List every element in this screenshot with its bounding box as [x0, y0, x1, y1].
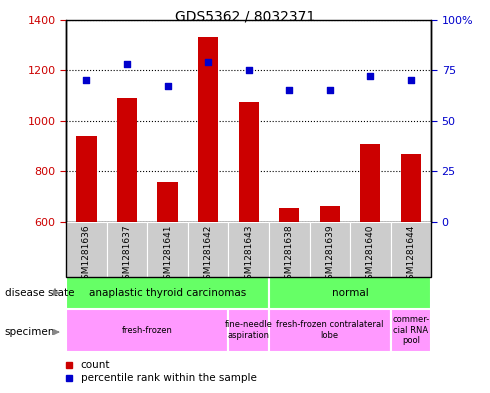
Text: fresh-frozen contralateral
lobe: fresh-frozen contralateral lobe [276, 320, 384, 340]
Text: normal: normal [332, 288, 368, 298]
Bar [269, 222, 310, 277]
Bar [66, 222, 107, 277]
Bar [188, 222, 228, 277]
Bar [107, 222, 147, 277]
Bar [360, 143, 381, 222]
Point [164, 83, 171, 90]
Bar [391, 309, 431, 352]
Bar [269, 309, 391, 352]
Text: specimen: specimen [5, 327, 55, 337]
Bar [76, 136, 97, 222]
Bar [319, 206, 340, 222]
Point [204, 59, 212, 65]
Bar [66, 277, 269, 309]
Text: GSM1281642: GSM1281642 [204, 225, 213, 285]
Text: GSM1281639: GSM1281639 [325, 225, 334, 285]
Text: percentile rank within the sample: percentile rank within the sample [81, 373, 257, 383]
Bar [279, 208, 299, 222]
Bar [117, 98, 137, 222]
Bar [239, 102, 259, 222]
Point [123, 61, 131, 67]
Bar [157, 182, 178, 222]
Text: fresh-frozen: fresh-frozen [122, 326, 172, 334]
Point [326, 87, 334, 94]
Text: commer-
cial RNA
pool: commer- cial RNA pool [392, 315, 430, 345]
Text: GSM1281638: GSM1281638 [285, 225, 294, 285]
Point [407, 77, 415, 84]
Bar [269, 277, 431, 309]
Bar [228, 222, 269, 277]
Bar [228, 309, 269, 352]
Text: GDS5362 / 8032371: GDS5362 / 8032371 [175, 10, 315, 24]
Text: GSM1281637: GSM1281637 [122, 225, 131, 285]
Bar [391, 222, 431, 277]
Text: GSM1281640: GSM1281640 [366, 225, 375, 285]
Bar [198, 37, 218, 222]
Text: count: count [81, 360, 110, 370]
Text: fine-needle
aspiration: fine-needle aspiration [225, 320, 272, 340]
Bar [310, 222, 350, 277]
Point [285, 87, 293, 94]
Bar [350, 222, 391, 277]
Point [245, 67, 253, 73]
Text: GSM1281636: GSM1281636 [82, 225, 91, 285]
Text: anaplastic thyroid carcinomas: anaplastic thyroid carcinomas [89, 288, 246, 298]
Text: GSM1281643: GSM1281643 [244, 225, 253, 285]
Text: disease state: disease state [5, 288, 74, 298]
Text: GSM1281641: GSM1281641 [163, 225, 172, 285]
Bar [66, 309, 228, 352]
Bar [147, 222, 188, 277]
Point [367, 73, 374, 79]
Bar [401, 154, 421, 222]
Text: GSM1281644: GSM1281644 [406, 225, 416, 285]
Point [82, 77, 90, 84]
